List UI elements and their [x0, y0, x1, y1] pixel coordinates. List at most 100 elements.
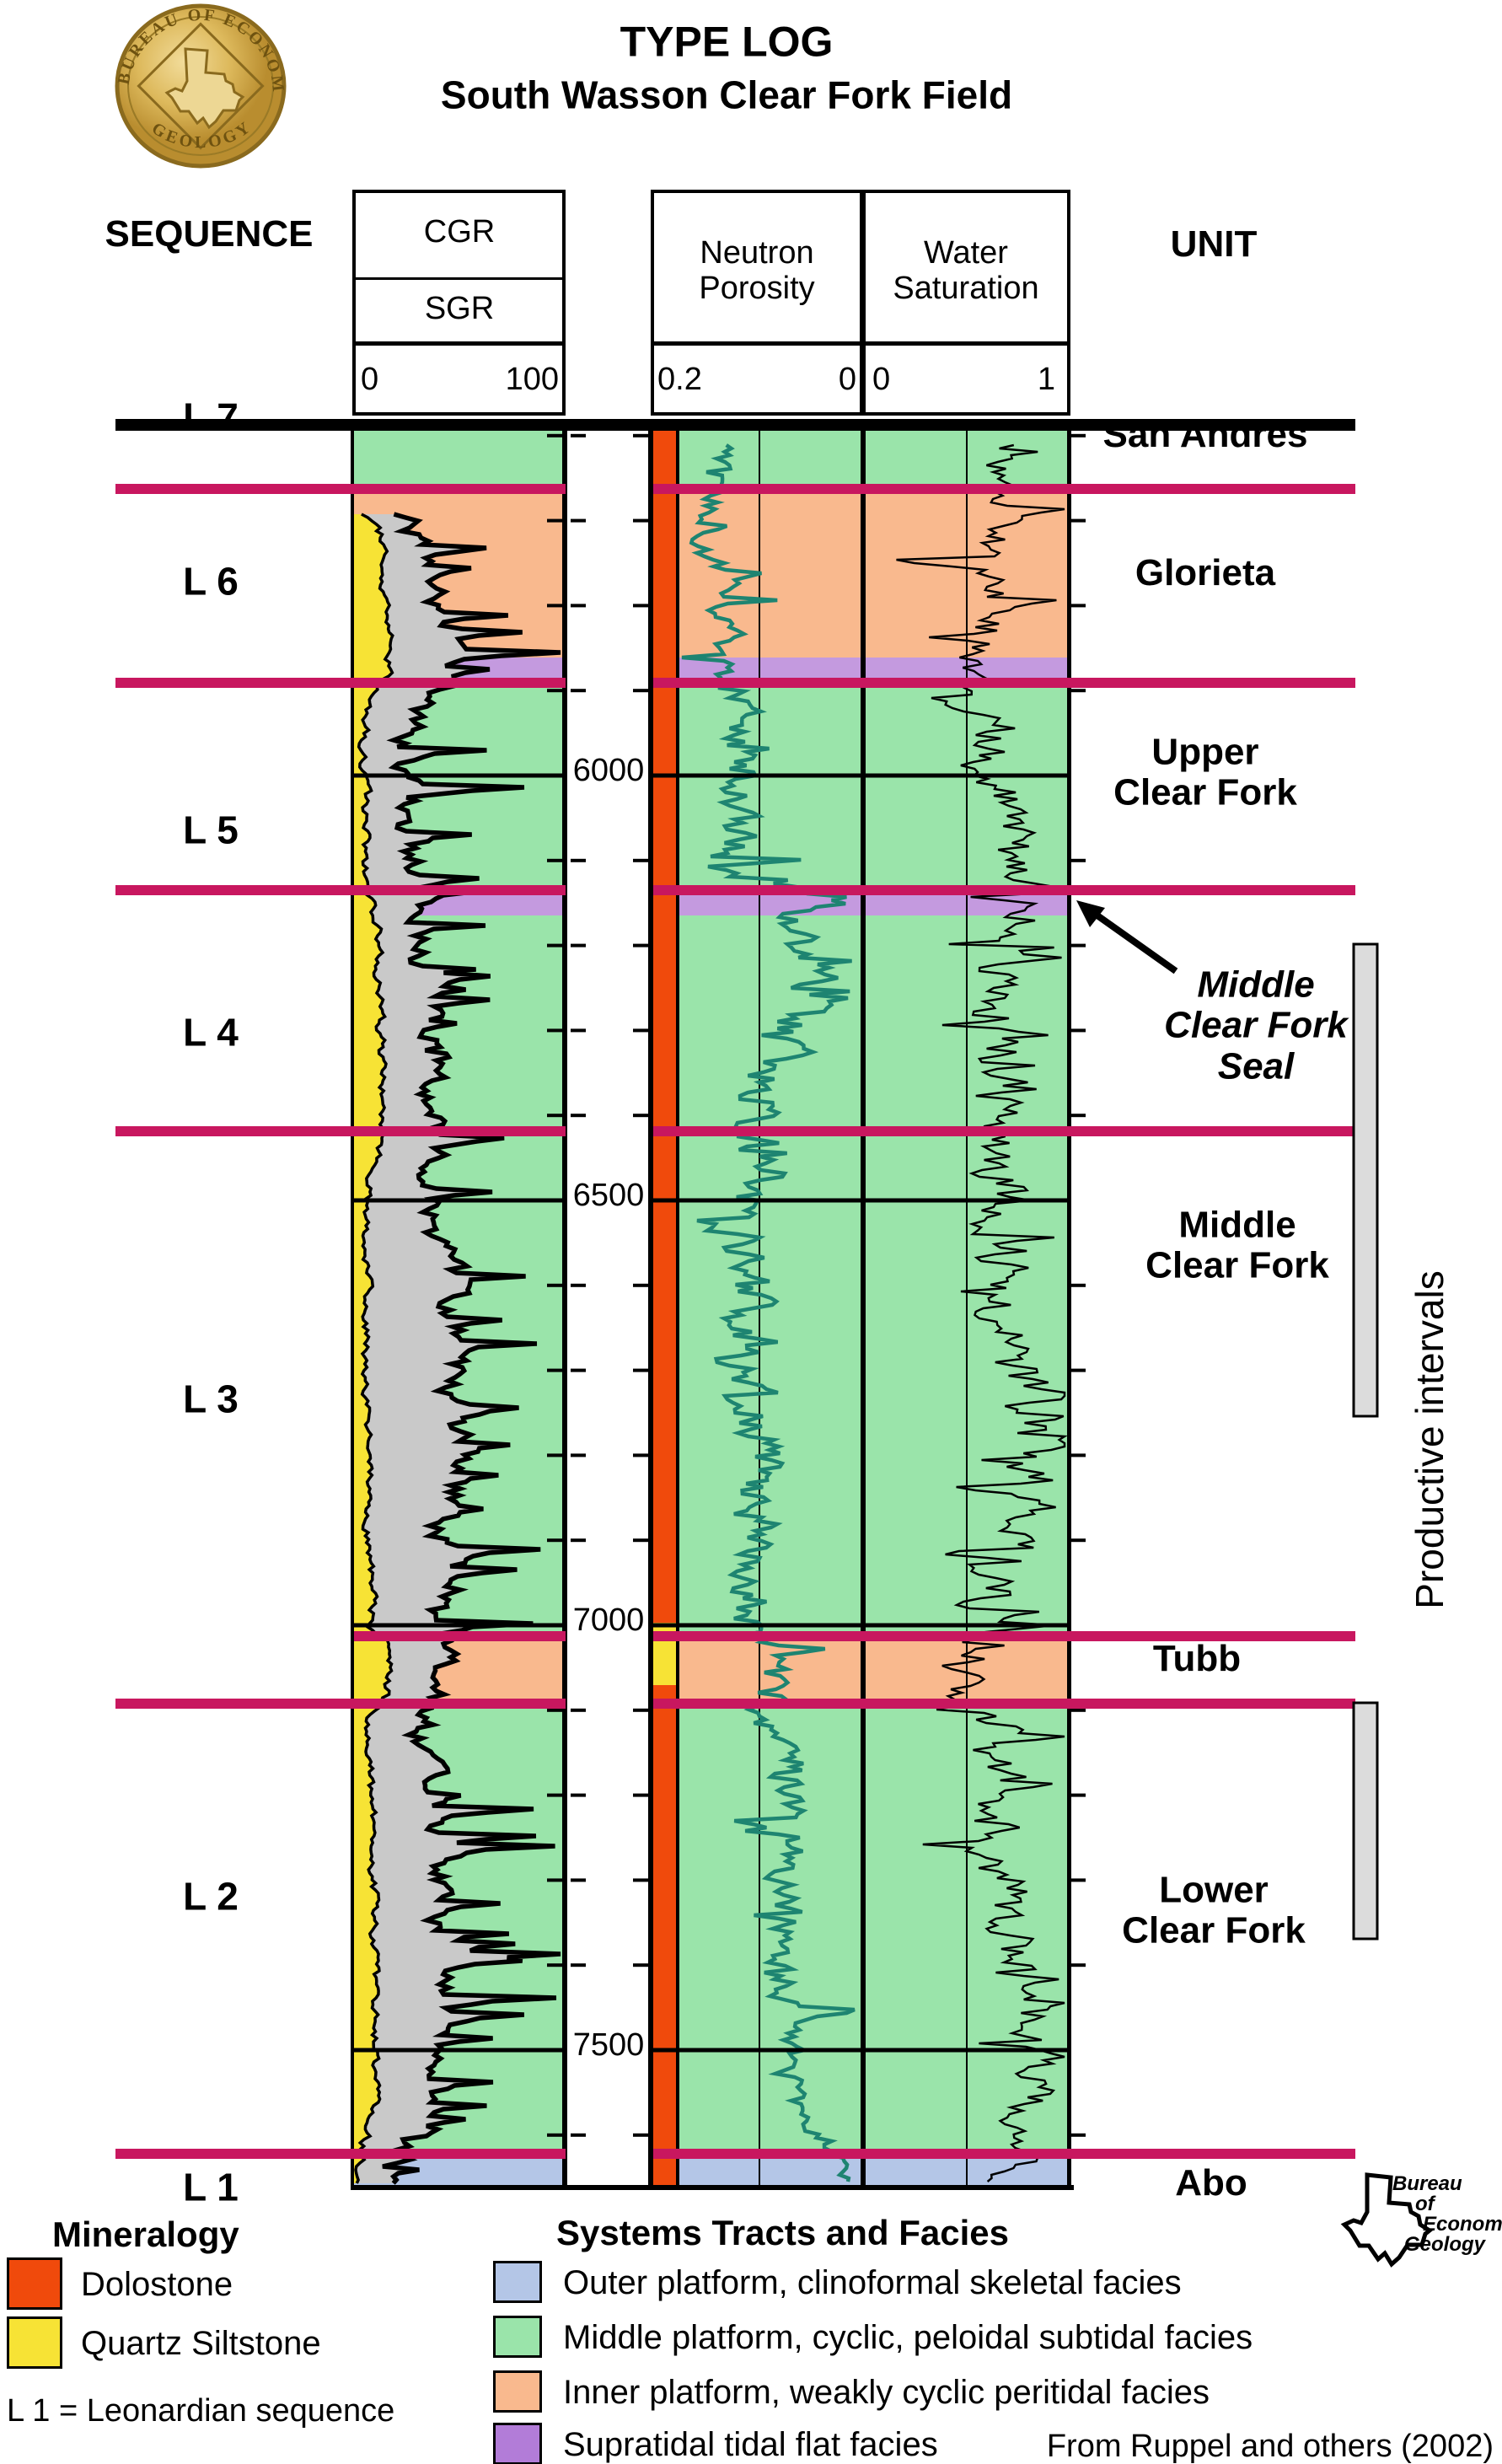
depth-minor-tick	[633, 1878, 648, 1882]
depth-minor-tick	[1070, 604, 1086, 608]
depth-major-line	[653, 773, 1067, 778]
gamma-scale-min: 0	[361, 362, 379, 397]
depth-minor-tick	[547, 1283, 562, 1287]
gamma-scale-max: 100	[505, 362, 559, 397]
productive-interval-bar	[1352, 942, 1379, 1418]
facies-band	[679, 489, 861, 658]
page-title: TYPE LOG	[620, 18, 834, 66]
depth-major-line	[354, 2048, 562, 2053]
depth-minor-tick	[571, 1878, 586, 1882]
water-saturation-curve	[896, 443, 1068, 2182]
unit-label-san-andres: San Andres	[1102, 413, 1308, 455]
track-border	[676, 425, 679, 2190]
sequence-boundary	[653, 1699, 1355, 1709]
depth-minor-tick	[547, 1963, 562, 1967]
depth-minor-tick	[633, 1963, 648, 1967]
beg-logo-text-4: Geology	[1404, 2233, 1486, 2256]
depth-minor-tick	[633, 518, 648, 523]
sequence-label-l6: L 6	[183, 559, 239, 604]
mineralogy-strip-dolostone	[653, 425, 676, 1623]
depth-minor-tick	[571, 1368, 586, 1372]
depth-minor-tick	[571, 943, 586, 947]
sequence-boundary	[653, 2149, 1355, 2159]
watersat-track-header-box	[862, 190, 1070, 416]
depth-minor-tick	[547, 1708, 562, 1712]
beg-logo-text-2: of	[1415, 2193, 1435, 2215]
depth-minor-tick	[633, 1708, 648, 1712]
sequence-boundary	[115, 885, 566, 895]
cgr-curve	[354, 513, 394, 2184]
depth-minor-tick	[547, 1453, 562, 1457]
depth-minor-tick	[633, 858, 648, 862]
depth-label-6500: 6500	[569, 1178, 648, 1214]
gamma-gray-fill	[356, 514, 561, 2183]
track-border	[562, 425, 567, 2190]
texas-outline-icon	[1340, 2172, 1434, 2268]
watersat-scale-max: 1	[1037, 362, 1055, 397]
sequence-label-l7: L 7	[183, 395, 239, 439]
sequence-column-header: SEQUENCE	[105, 212, 314, 255]
unit-label-glorieta: Glorieta	[1135, 551, 1276, 593]
middle-platform-swatch	[493, 2316, 542, 2358]
depth-minor-tick	[547, 1538, 562, 1543]
sequence-boundary	[354, 1631, 566, 1641]
sequence-boundary	[653, 1126, 1355, 1136]
quartz-siltstone-swatch	[7, 2316, 62, 2369]
sgr-curve-label: SGR	[424, 291, 495, 327]
depth-minor-tick	[571, 604, 586, 608]
depth-minor-tick	[571, 689, 586, 693]
leonardian-note: L 1 = Leonardian sequence	[7, 2393, 395, 2429]
depth-minor-tick	[1070, 1793, 1086, 1797]
depth-label-7000: 7000	[569, 1602, 648, 1639]
depth-minor-tick	[1070, 1283, 1086, 1287]
track-border	[861, 425, 866, 2190]
unit-label-tubb: Tubb	[1152, 1637, 1242, 1679]
log-bottom-rule	[351, 2185, 1074, 2190]
sequence-boundary	[653, 484, 1355, 494]
depth-minor-tick	[1070, 1878, 1086, 1882]
depth-minor-tick	[547, 1114, 562, 1118]
depth-label-6000: 6000	[569, 753, 648, 789]
supratidal-swatch	[493, 2423, 542, 2464]
depth-minor-tick	[633, 1793, 648, 1797]
mineralogy-strip-dolostone	[653, 1685, 676, 2185]
depth-minor-tick	[633, 943, 648, 947]
depth-minor-tick	[1070, 689, 1086, 693]
sequence-boundary	[653, 885, 1355, 895]
seal-texas-icon	[164, 47, 245, 130]
source-credit: From Ruppel and others (2002)	[1046, 2429, 1494, 2464]
depth-minor-tick	[633, 604, 648, 608]
middle-platform-label: Middle platform, cyclic, peloidal subtid…	[563, 2319, 1253, 2356]
depth-minor-tick	[571, 2133, 586, 2137]
depth-minor-tick	[1070, 1028, 1086, 1033]
depth-minor-tick	[633, 433, 648, 438]
page-subtitle: South Wasson Clear Fork Field	[440, 72, 1013, 117]
sequence-boundary	[115, 678, 566, 688]
inner-platform-swatch	[493, 2370, 542, 2413]
depth-minor-tick	[547, 858, 562, 862]
supratidal-label: Supratidal tidal flat facies	[563, 2426, 938, 2463]
unit-column-header: UNIT	[1170, 223, 1258, 265]
depth-minor-tick	[547, 433, 562, 438]
neutron-scale-max: 0	[838, 362, 856, 397]
log-top-rule	[115, 419, 1355, 431]
facies-band	[679, 425, 861, 489]
depth-minor-tick	[633, 1028, 648, 1033]
depth-minor-tick	[571, 518, 586, 523]
depth-minor-tick	[547, 943, 562, 947]
depth-minor-tick	[1070, 858, 1086, 862]
depth-major-line	[653, 1198, 1067, 1203]
sequence-label-l2: L 2	[183, 1874, 239, 1919]
depth-minor-tick	[571, 1028, 586, 1033]
outer-platform-label: Outer platform, clinoformal skeletal fac…	[563, 2264, 1182, 2301]
track-border	[648, 425, 653, 2190]
depth-minor-tick	[571, 1538, 586, 1543]
depth-major-line	[653, 2048, 1067, 2053]
depth-minor-tick	[633, 1114, 648, 1118]
dolostone-label: Dolostone	[81, 2266, 233, 2303]
unit-label-upper-clear-fork: Upper Clear Fork	[1113, 731, 1297, 813]
depth-minor-tick	[571, 1708, 586, 1712]
